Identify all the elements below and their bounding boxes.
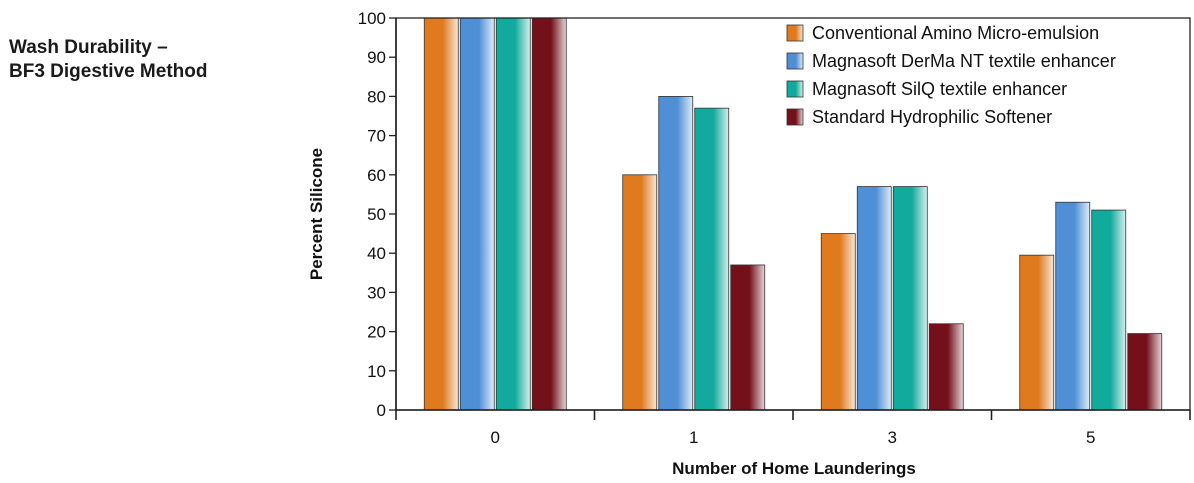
bar xyxy=(459,17,495,411)
x-axis-title: Number of Home Launderings xyxy=(672,459,916,478)
side-title-line-1: Wash Durability – xyxy=(9,37,168,58)
bar xyxy=(694,107,730,411)
legend-label: Magnasoft DerMa NT textile enhancer xyxy=(812,51,1116,71)
y-tick-label: 80 xyxy=(367,87,386,106)
bars-layer xyxy=(423,17,1163,411)
side-title-line-2: BF3 Digestive Method xyxy=(9,61,208,82)
chart-side-title: Wash Durability – BF3 Digestive Method xyxy=(9,36,207,84)
bar xyxy=(495,17,531,411)
bar xyxy=(1055,201,1091,411)
y-tick-label: 100 xyxy=(358,9,386,28)
y-tick-label: 90 xyxy=(367,48,386,67)
y-tick-label: 10 xyxy=(367,362,386,381)
legend-label: Conventional Amino Micro-emulsion xyxy=(812,23,1099,43)
bar xyxy=(622,174,658,411)
bar xyxy=(730,264,766,411)
axes-layer: 0 10 20 30 40 50 60 70 80 90 100 0 1 3 5 xyxy=(358,9,1191,447)
y-tick-label: 20 xyxy=(367,323,386,342)
legend-swatch xyxy=(786,52,804,70)
legend-label: Magnasoft SilQ textile enhancer xyxy=(812,79,1067,99)
y-tick-label: 70 xyxy=(367,127,386,146)
bar xyxy=(856,186,892,411)
bar xyxy=(658,96,694,411)
x-tick-label: 1 xyxy=(689,428,698,447)
bar xyxy=(1019,254,1055,411)
bar xyxy=(892,186,928,411)
legend-swatch xyxy=(786,24,804,42)
bar xyxy=(928,323,964,411)
y-tick-label: 50 xyxy=(367,205,386,224)
bar xyxy=(423,17,459,411)
legend-swatch xyxy=(786,80,804,98)
bar xyxy=(1091,209,1127,411)
y-axis-title: Percent Silicone xyxy=(307,148,326,280)
bar xyxy=(820,233,856,411)
legend-label: Standard Hydrophilic Softener xyxy=(812,107,1052,127)
y-tick-label: 0 xyxy=(377,401,386,420)
y-tick-label: 30 xyxy=(367,283,386,302)
y-tick-label: 60 xyxy=(367,166,386,185)
x-tick-label: 5 xyxy=(1086,428,1095,447)
legend: Conventional Amino Micro-emulsion Magnaso… xyxy=(786,23,1116,127)
bar xyxy=(531,17,567,411)
bar xyxy=(1127,333,1163,411)
x-tick-label: 3 xyxy=(888,428,897,447)
legend-swatch xyxy=(786,108,804,126)
x-tick-label: 0 xyxy=(491,428,500,447)
y-tick-label: 40 xyxy=(367,244,386,263)
